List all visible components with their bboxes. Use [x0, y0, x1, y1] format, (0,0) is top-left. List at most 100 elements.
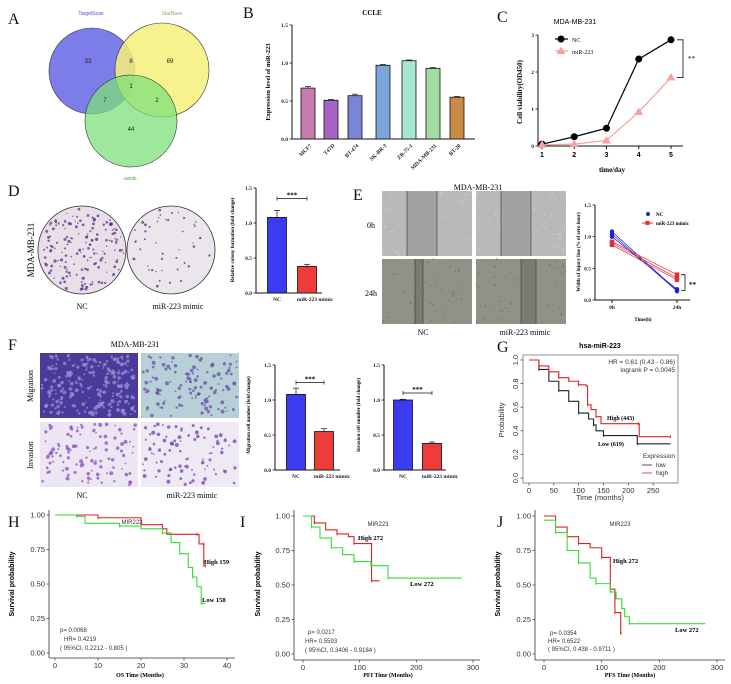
panel-label-g: G — [497, 339, 509, 356]
panel-d-colony: D MDA-MB-231 NC miR-223 mimic Relative c… — [8, 183, 334, 311]
venn-circle-mirdb — [84, 74, 178, 168]
cell — [50, 388, 54, 392]
stat-p: p= 0.0217 — [308, 630, 336, 636]
stat-hr: HR = 0.61 (0.43 - 0.86) — [608, 359, 675, 366]
data-point — [667, 36, 675, 44]
panel-g-km: G hsa-miR-223 Probability Time (months) … — [497, 339, 679, 502]
colony — [65, 270, 68, 273]
significance-label: ** — [688, 55, 696, 63]
texture-dot — [429, 284, 432, 287]
texture-dot — [444, 314, 446, 316]
colony — [47, 235, 51, 239]
texture-dot — [455, 249, 458, 252]
x-axis-label: Time(h) — [634, 318, 651, 323]
y-tick-label: 0.5 — [584, 266, 591, 272]
texture-dot — [563, 265, 565, 268]
y-tick-label: 0.0 — [373, 468, 380, 474]
cell — [98, 389, 103, 393]
texture-dot — [382, 266, 385, 269]
colony — [111, 229, 114, 231]
cell — [86, 472, 90, 476]
texture-dot — [453, 290, 456, 293]
texture-dot — [428, 261, 430, 263]
colony — [88, 243, 92, 246]
texture-dot — [492, 275, 495, 278]
colony — [79, 219, 82, 223]
cell — [107, 457, 111, 461]
label-high: High 272 — [358, 535, 383, 542]
colony — [75, 252, 79, 255]
cell — [120, 432, 123, 435]
x-tick-label: 2 — [572, 152, 576, 159]
cell — [200, 357, 203, 360]
colony — [64, 254, 68, 257]
texture-dot — [547, 307, 549, 310]
cell — [146, 389, 150, 393]
colony — [115, 260, 119, 264]
texture-dot — [554, 259, 557, 262]
cell — [55, 399, 59, 404]
y-tick-label: 0.50 — [516, 581, 531, 590]
cell — [110, 399, 115, 404]
cell — [74, 388, 79, 393]
texture-dot — [434, 293, 437, 295]
cell — [131, 451, 134, 454]
stat-ci: ( 95%CI, 0.438 - 0.9711 ) — [548, 647, 615, 653]
colony — [161, 269, 163, 272]
cell — [87, 481, 90, 484]
cell — [118, 369, 120, 371]
data-point — [635, 55, 643, 63]
texture-dot — [553, 318, 555, 320]
colony — [57, 259, 59, 262]
texture-dot — [444, 217, 446, 220]
row-label-24h: 24h — [365, 289, 377, 298]
texture-dot — [394, 239, 396, 241]
texture-dot — [476, 192, 479, 195]
cell — [81, 378, 84, 381]
texture-dot — [429, 302, 432, 305]
colony — [85, 235, 89, 239]
cell — [94, 360, 98, 363]
cell — [162, 438, 167, 443]
cell — [67, 447, 71, 451]
cell — [150, 452, 153, 455]
colony — [51, 227, 55, 231]
cell-line-label: MDA-MB-231 — [26, 223, 36, 278]
significance-bracket — [677, 39, 684, 78]
legend-marker — [645, 221, 650, 225]
texture-dot — [498, 318, 500, 321]
cell — [159, 356, 162, 359]
cell — [156, 402, 160, 407]
colony — [49, 244, 53, 247]
cell — [224, 438, 227, 440]
cell — [110, 371, 114, 375]
texture-dot — [436, 279, 438, 281]
cell — [49, 354, 52, 358]
colony — [132, 257, 136, 261]
cell — [119, 395, 123, 399]
y-tick-label: 0.0 — [245, 291, 252, 297]
cell — [50, 403, 54, 407]
colony — [82, 248, 85, 251]
cell — [126, 364, 129, 367]
panel-a-venn: A TargetScan StarBase miRdb 33 8 69 1 7 … — [8, 11, 210, 181]
colony — [118, 268, 120, 271]
texture-dot — [412, 279, 414, 280]
cell — [83, 410, 87, 413]
cell — [162, 401, 166, 406]
row-label-migration: Migration — [26, 370, 35, 402]
colony — [175, 256, 178, 259]
colony — [43, 248, 46, 251]
colony — [43, 256, 47, 259]
texture-dot — [506, 284, 508, 286]
group-label-nc: NC — [76, 491, 87, 500]
label-low: Low 272 — [675, 627, 699, 634]
colony — [74, 225, 78, 229]
cell — [86, 357, 89, 360]
texture-dot — [476, 226, 478, 228]
cell — [194, 386, 197, 389]
cell — [195, 394, 198, 397]
cell — [119, 392, 121, 395]
texture-dot — [385, 208, 387, 210]
texture-dot — [561, 193, 563, 194]
